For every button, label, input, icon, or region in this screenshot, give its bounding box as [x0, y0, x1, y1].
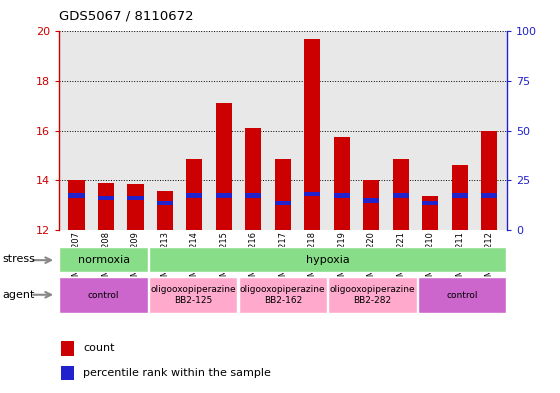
Bar: [245, 193, 262, 198]
Bar: [363, 180, 379, 230]
Text: oligooxopiperazine
BB2-282: oligooxopiperazine BB2-282: [330, 285, 415, 305]
Bar: [418, 277, 506, 313]
Bar: [157, 191, 173, 230]
Bar: [59, 248, 148, 272]
Bar: [451, 165, 468, 230]
Text: control: control: [446, 291, 478, 299]
Bar: [186, 193, 203, 198]
Text: hypoxia: hypoxia: [306, 255, 349, 265]
Bar: [393, 193, 409, 198]
Bar: [127, 184, 143, 230]
Text: oligooxopiperazine
BB2-125: oligooxopiperazine BB2-125: [151, 285, 236, 305]
Bar: [98, 183, 114, 230]
Bar: [149, 248, 506, 272]
Bar: [98, 196, 114, 200]
Bar: [334, 193, 350, 198]
Bar: [127, 196, 143, 200]
Text: percentile rank within the sample: percentile rank within the sample: [83, 368, 271, 378]
Text: stress: stress: [3, 254, 36, 264]
Bar: [61, 341, 73, 356]
Text: agent: agent: [3, 290, 35, 300]
Bar: [422, 201, 438, 205]
Bar: [275, 201, 291, 205]
Bar: [68, 180, 85, 230]
Bar: [393, 159, 409, 230]
Bar: [451, 193, 468, 198]
Bar: [422, 196, 438, 230]
Text: GDS5067 / 8110672: GDS5067 / 8110672: [59, 10, 193, 23]
Bar: [239, 277, 327, 313]
Bar: [216, 193, 232, 198]
Bar: [216, 103, 232, 230]
Bar: [59, 277, 148, 313]
Bar: [186, 159, 203, 230]
Bar: [363, 198, 379, 203]
Bar: [304, 192, 320, 196]
Bar: [68, 193, 85, 198]
Bar: [149, 277, 237, 313]
Bar: [275, 159, 291, 230]
Bar: [61, 366, 73, 380]
Text: oligooxopiperazine
BB2-162: oligooxopiperazine BB2-162: [240, 285, 325, 305]
Bar: [245, 128, 262, 230]
Bar: [304, 39, 320, 230]
Text: control: control: [88, 291, 119, 299]
Text: count: count: [83, 343, 115, 353]
Bar: [334, 137, 350, 230]
Bar: [328, 277, 417, 313]
Text: normoxia: normoxia: [77, 255, 130, 265]
Bar: [157, 201, 173, 205]
Bar: [481, 130, 497, 230]
Bar: [481, 193, 497, 198]
